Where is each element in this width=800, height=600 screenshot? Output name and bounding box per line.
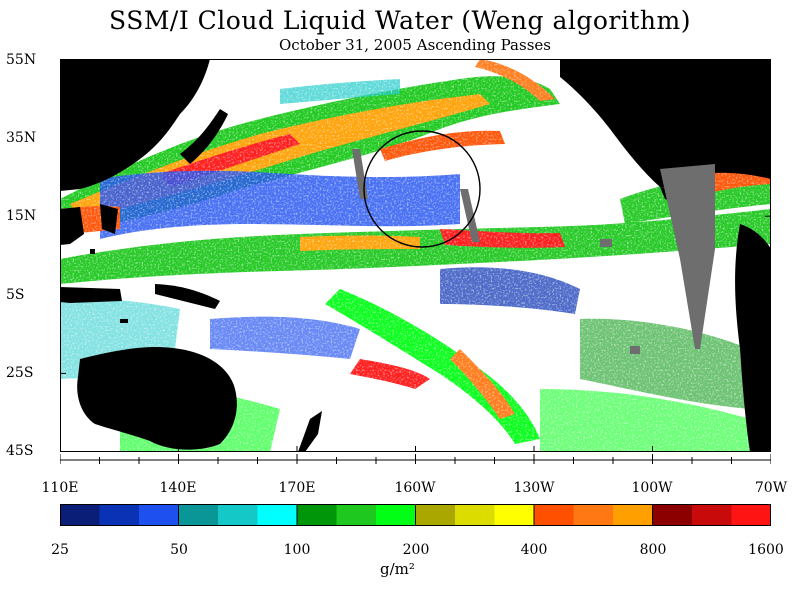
colorbar-swatch <box>139 504 179 526</box>
colorbar-label-200: 200 <box>402 542 430 558</box>
colorbar-swatch <box>218 504 258 526</box>
lon-label-70w: 70W <box>754 480 788 496</box>
colorbar <box>60 504 771 526</box>
colorbar-swatch <box>415 504 456 526</box>
colorbar-label-400: 400 <box>520 542 548 558</box>
longitude-axis <box>60 454 771 464</box>
lon-label-140e: 140E <box>159 480 197 496</box>
lon-label-160w: 160W <box>394 480 436 496</box>
colorbar-swatch <box>573 504 614 526</box>
colorbar-swatch <box>60 504 100 526</box>
colorbar-swatch <box>494 504 535 526</box>
page-title: SSM/I Cloud Liquid Water (Weng algorithm… <box>109 6 691 35</box>
lon-label-170e: 170E <box>278 480 316 496</box>
colorbar-swatch <box>257 504 298 526</box>
lon-label-100w: 100W <box>631 480 673 496</box>
colorbar-units: g/m² <box>380 560 415 578</box>
colorbar-swatch <box>455 504 495 526</box>
colorbar-swatch <box>376 504 416 526</box>
colorbar-swatch <box>99 504 140 526</box>
land-masses <box>60 59 771 452</box>
colorbar-swatch <box>534 504 574 526</box>
highlight-circle <box>363 130 481 248</box>
colorbar-label-1600: 1600 <box>748 542 784 558</box>
lat-label-45s: 45S <box>6 443 34 459</box>
lat-label-5s: 5S <box>6 287 25 303</box>
colorbar-label-50: 50 <box>170 542 188 558</box>
colorbar-swatch <box>336 504 377 526</box>
cloud-liquid-water-map <box>60 59 771 452</box>
page-subtitle: October 31, 2005 Ascending Passes <box>279 36 551 54</box>
colorbar-swatch <box>613 504 653 526</box>
lat-label-55n: 55N <box>6 52 37 68</box>
data-gap-swaths <box>352 149 715 354</box>
colorbar-label-25: 25 <box>51 542 69 558</box>
lat-label-25s: 25S <box>6 365 34 381</box>
colorbar-swatch <box>731 504 771 526</box>
colorbar-swatch <box>692 504 732 526</box>
lon-label-110e: 110E <box>41 480 79 496</box>
colorbar-swatch <box>297 504 337 526</box>
map-ticks <box>60 59 771 452</box>
colorbar-swatch <box>178 504 219 526</box>
colorbar-label-800: 800 <box>639 542 667 558</box>
colorbar-label-100: 100 <box>283 542 311 558</box>
colorbar-swatch <box>652 504 693 526</box>
lat-label-15n: 15N <box>6 208 37 224</box>
lon-label-130w: 130W <box>513 480 555 496</box>
lat-label-35n: 35N <box>6 130 37 146</box>
